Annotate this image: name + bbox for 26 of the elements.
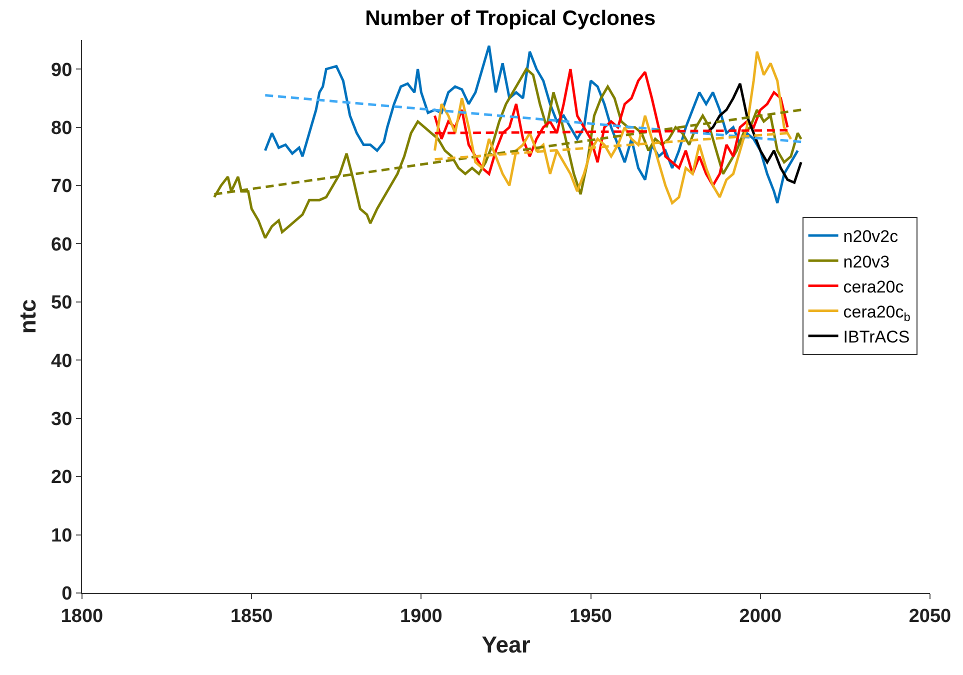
legend-label: cera20c$_{b}$ xyxy=(843,302,911,324)
x-axis-title: Year xyxy=(482,631,530,658)
x-tick-label: 1950 xyxy=(570,606,612,627)
legend-label: n20v3 xyxy=(843,252,890,272)
legend-label: cera20c xyxy=(843,277,904,296)
chart-title: Number of Tropical Cyclones xyxy=(365,6,656,30)
line-series xyxy=(704,82,802,184)
y-tick-label: 40 xyxy=(51,350,72,372)
y-tick-label: 30 xyxy=(51,409,72,430)
x-tick-label: 2050 xyxy=(908,606,952,627)
x-tick-label: 1800 xyxy=(60,606,104,627)
y-tick-label: 0 xyxy=(62,584,72,605)
legend-label: n20v2c xyxy=(843,227,899,246)
x-tick-label: 2000 xyxy=(739,606,782,627)
y-tick-label: 50 xyxy=(51,292,72,314)
y-tick-label: 90 xyxy=(51,60,72,81)
x-tick-label: 1850 xyxy=(230,606,273,627)
y-tick-label: 20 xyxy=(51,467,72,488)
y-tick-label: 10 xyxy=(51,525,72,546)
y-tick-label: 60 xyxy=(51,234,72,256)
legend-label: IBTrACS xyxy=(843,328,910,347)
y-tick-label: 80 xyxy=(51,118,72,139)
x-tick-label: 1900 xyxy=(400,606,442,627)
y-tick-label: 70 xyxy=(51,176,72,198)
y-axis-title: ntc xyxy=(14,299,41,334)
line-series xyxy=(434,50,792,204)
